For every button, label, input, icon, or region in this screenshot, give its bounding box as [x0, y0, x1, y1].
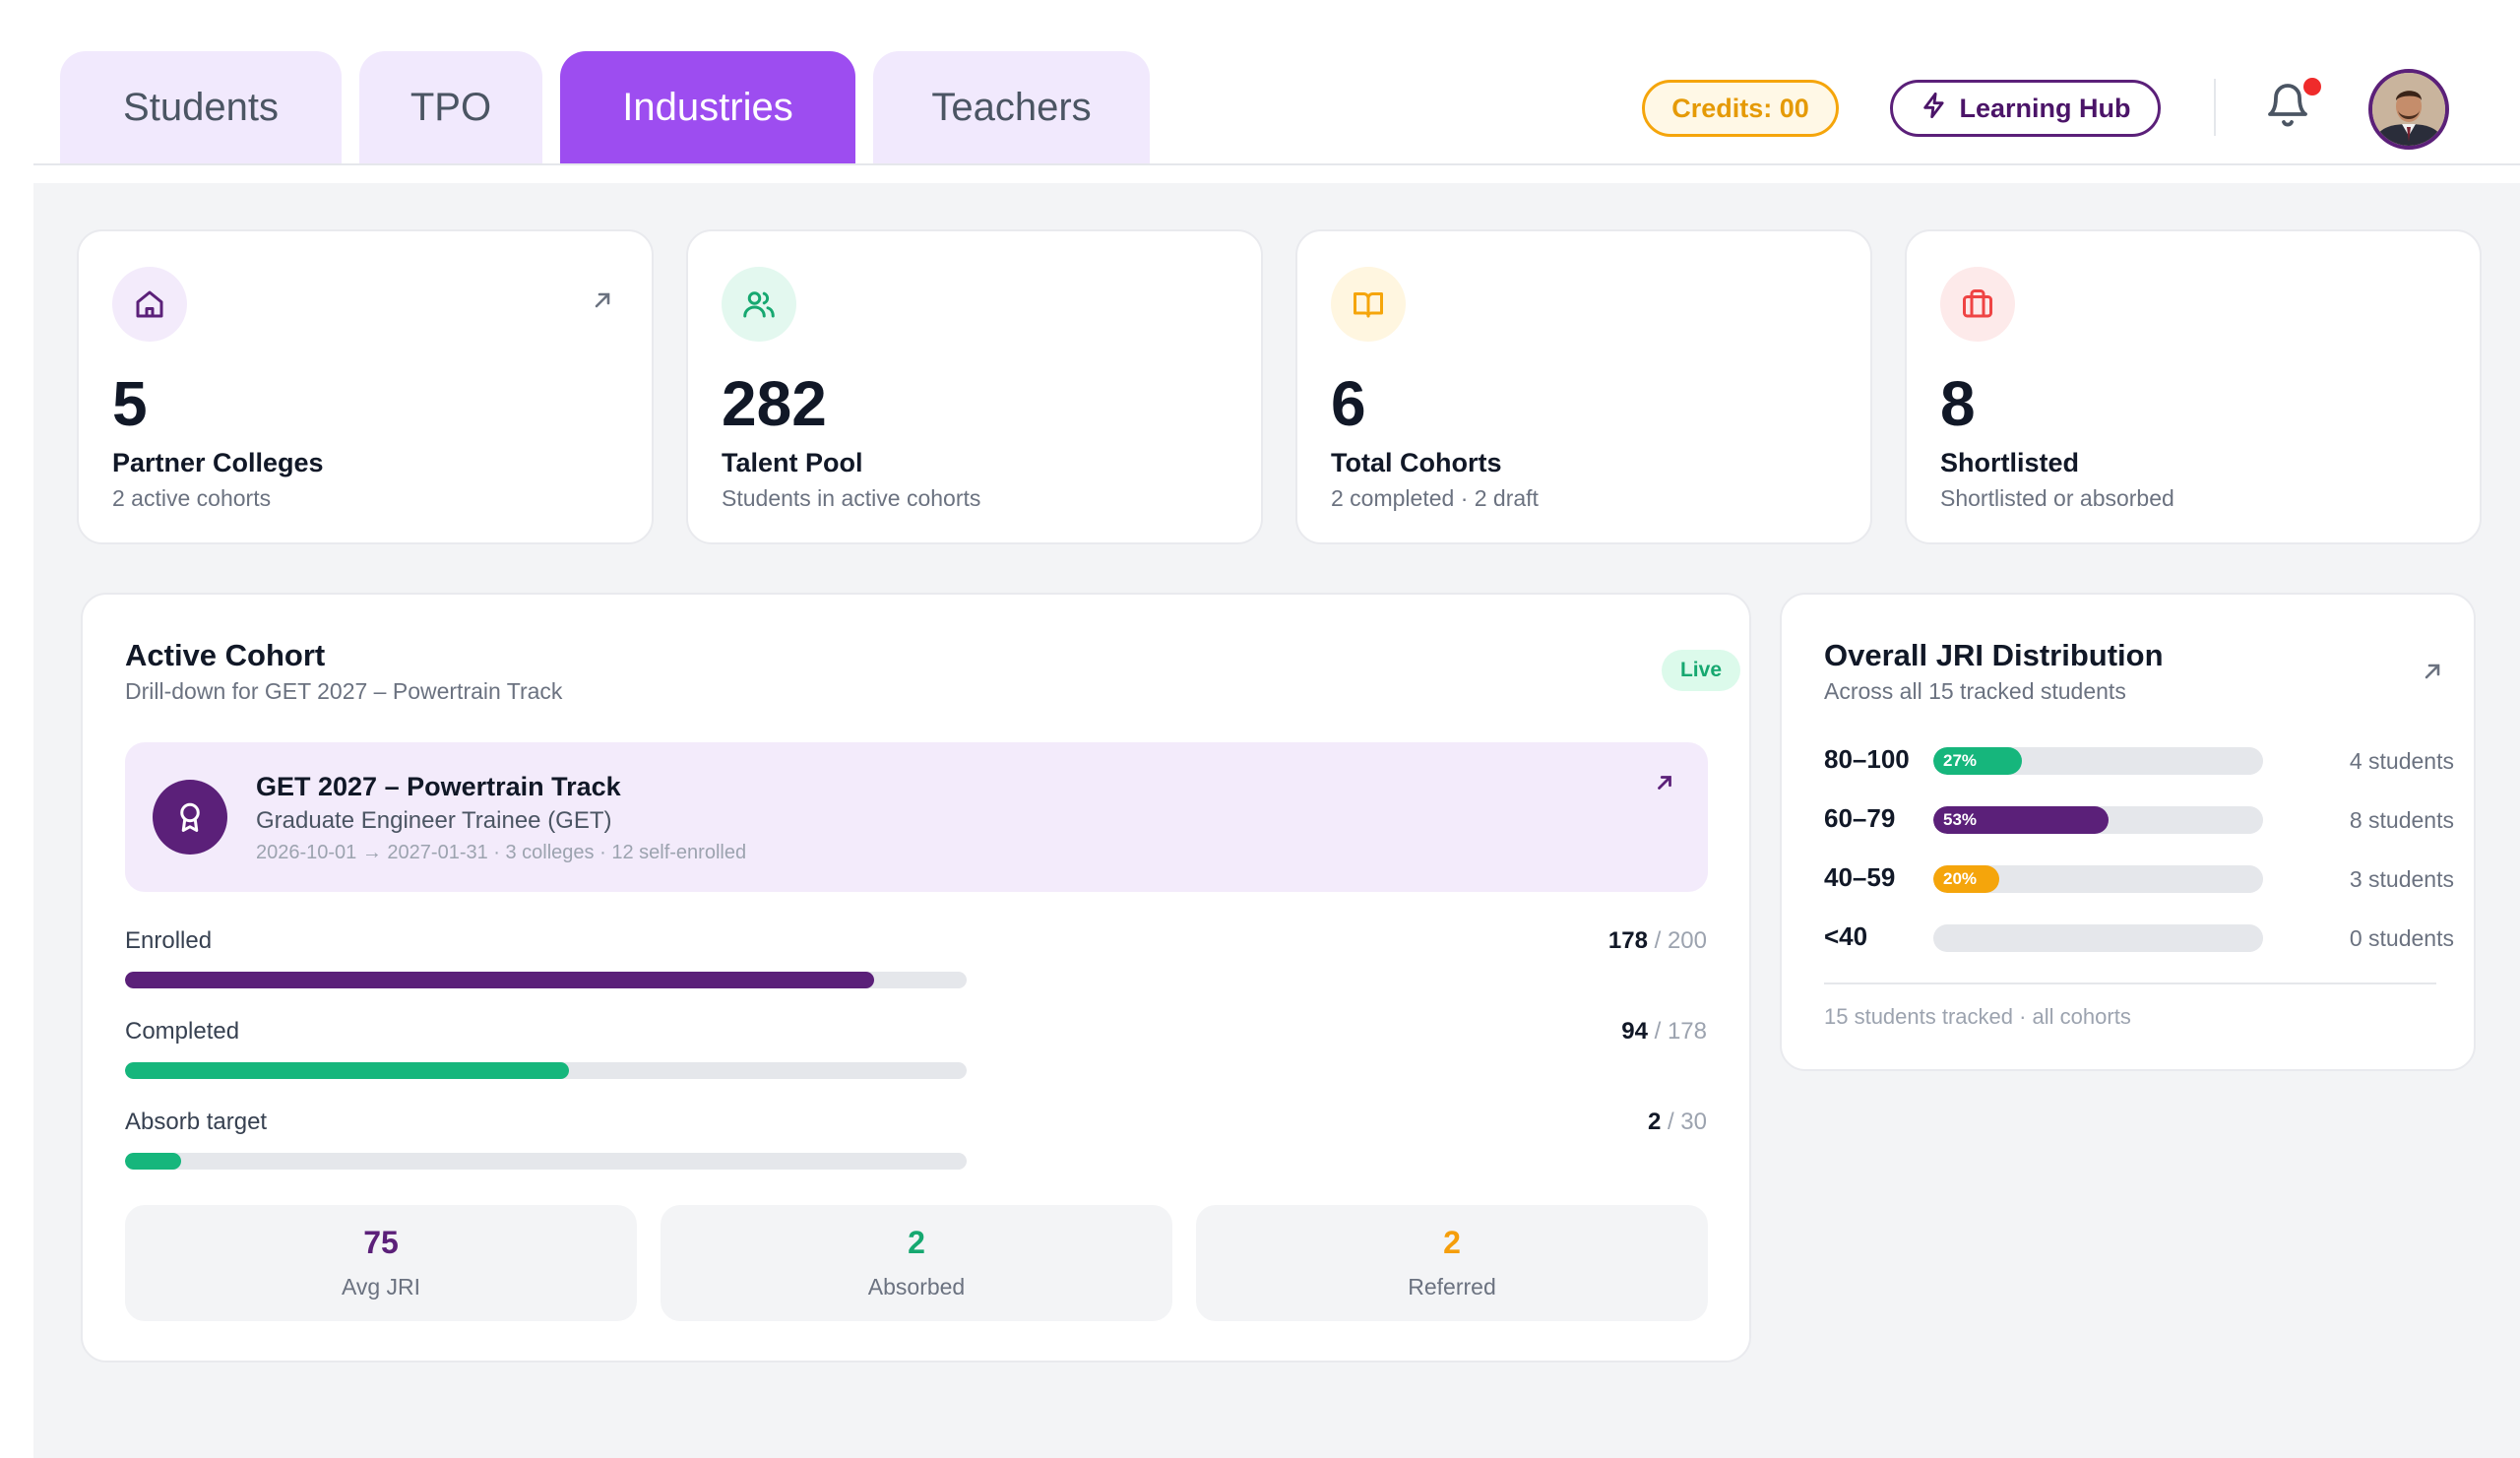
card-footer: 15 students tracked · all cohorts	[1824, 1004, 2131, 1029]
tab-teachers[interactable]: Teachers	[873, 51, 1150, 164]
tab-industries[interactable]: Industries	[560, 51, 855, 164]
jri-row: <40 0 students	[1824, 918, 2454, 957]
track-name: GET 2027 – Powertrain Track	[256, 772, 621, 801]
jri-count: 4 students	[2349, 748, 2454, 774]
status-badge: Live	[1662, 650, 1740, 691]
jri-bar-fill: 27%	[1933, 747, 2023, 775]
metric-value-absorb-target: 2 / 30	[1648, 1109, 1707, 1136]
stat-value: 6	[1331, 368, 1366, 439]
open-arrow-icon[interactable]	[1654, 772, 1675, 798]
users-icon	[722, 267, 796, 342]
stat-subtext: 2 active cohorts	[112, 485, 272, 511]
kpi-value: 2	[1443, 1225, 1461, 1260]
card-title: Active Cohort	[125, 638, 326, 672]
progress-bar-completed	[125, 1062, 967, 1079]
top-navigation: Students TPO Industries Teachers Credits…	[0, 0, 2520, 165]
briefcase-icon	[1940, 267, 2015, 342]
stat-label: Total Cohorts	[1331, 448, 1502, 477]
divider	[1824, 983, 2436, 984]
stat-subtext: Students in active cohorts	[722, 485, 981, 511]
jri-distribution-card: Overall JRI Distribution Across all 15 t…	[1780, 593, 2476, 1071]
jri-count: 3 students	[2349, 866, 2454, 892]
kpi-value: 75	[363, 1225, 399, 1260]
jri-row: 40–59 20% 3 students	[1824, 858, 2454, 898]
track-role: Graduate Engineer Trainee (GET)	[256, 807, 612, 834]
jri-count: 8 students	[2349, 807, 2454, 833]
metric-value: 178	[1607, 927, 1648, 954]
award-icon	[153, 780, 227, 855]
metric-total: / 30	[1661, 1109, 1707, 1135]
metric-value: 2	[1647, 1109, 1662, 1135]
metric-label-enrolled: Enrolled	[125, 927, 213, 954]
jri-bar-fill: 20%	[1933, 865, 1999, 893]
tab-students[interactable]: Students	[60, 51, 342, 164]
credits-badge[interactable]: Credits: 00	[1642, 80, 1839, 137]
open-arrow-icon[interactable]	[591, 288, 614, 317]
book-icon	[1331, 267, 1406, 342]
tab-tpo[interactable]: TPO	[359, 51, 542, 164]
header-divider	[2214, 79, 2216, 136]
stat-label: Talent Pool	[722, 448, 863, 477]
jri-range: 40–59	[1824, 862, 1896, 892]
jri-range: 60–79	[1824, 803, 1896, 833]
learning-hub-label: Learning Hub	[1959, 93, 2131, 123]
stat-subtext: Shortlisted or absorbed	[1940, 485, 2174, 511]
jri-range: 80–100	[1824, 744, 1910, 774]
header-divider-line	[33, 163, 2520, 165]
jri-bar-track: 53%	[1933, 806, 2263, 834]
metric-total: / 178	[1647, 1018, 1707, 1045]
jri-row: 80–100 27% 4 students	[1824, 740, 2454, 780]
metric-label-absorb-target: Absorb target	[125, 1109, 268, 1135]
kpi-label: Referred	[1408, 1274, 1496, 1300]
track-meta: 2026-10-01 → 2027-01-31 · 3 colleges · 1…	[256, 842, 747, 863]
tab-bar: Students TPO Industries Teachers	[60, 51, 1167, 164]
stat-value: 5	[112, 368, 148, 439]
stat-value: 282	[722, 368, 827, 439]
card-subtitle: Drill-down for GET 2027 – Powertrain Tra…	[125, 678, 563, 704]
active-cohort-card: Active Cohort Drill-down for GET 2027 – …	[81, 593, 1751, 1363]
stat-subtext: 2 completed · 2 draft	[1331, 485, 1539, 511]
stat-value: 8	[1940, 368, 1976, 439]
home-icon	[112, 267, 187, 342]
metric-label-completed: Completed	[125, 1018, 240, 1045]
metric-total: / 200	[1647, 927, 1707, 954]
metric-value-completed: 94 / 178	[1621, 1018, 1707, 1046]
progress-fill	[125, 972, 874, 988]
avatar[interactable]	[2368, 69, 2449, 150]
jri-count: 0 students	[2349, 925, 2454, 951]
notification-dot	[2303, 78, 2321, 95]
jri-bar-track: 27%	[1933, 747, 2263, 775]
kpi-label: Absorbed	[867, 1274, 966, 1300]
kpi-label: Avg JRI	[341, 1274, 421, 1300]
kpi-referred: 2 Referred	[1196, 1205, 1708, 1321]
jri-bar-track	[1933, 924, 2263, 952]
stat-card-talent-pool: 282 Talent Pool Students in active cohor…	[686, 229, 1263, 544]
progress-fill	[125, 1062, 570, 1079]
card-subtitle: Across all 15 tracked students	[1824, 678, 2126, 704]
bolt-icon	[1921, 92, 1948, 126]
progress-bar-absorb-target	[125, 1153, 967, 1170]
card-title: Overall JRI Distribution	[1824, 638, 2164, 672]
kpi-absorbed: 2 Absorbed	[661, 1205, 1172, 1321]
bell-icon[interactable]	[2264, 79, 2311, 132]
stat-card-shortlisted: 8 Shortlisted Shortlisted or absorbed	[1905, 229, 2482, 544]
open-arrow-icon[interactable]	[2421, 660, 2444, 688]
stat-card-total-cohorts: 6 Total Cohorts 2 completed · 2 draft	[1295, 229, 1872, 544]
kpi-avg-jri: 75 Avg JRI	[125, 1205, 637, 1321]
jri-bar-fill: 53%	[1933, 806, 2109, 834]
jri-bar-track: 20%	[1933, 865, 2263, 893]
jri-range: <40	[1824, 921, 1868, 951]
cohort-track-link[interactable]: GET 2027 – Powertrain Track Graduate Eng…	[125, 742, 1708, 892]
stat-label: Partner Colleges	[112, 448, 324, 477]
jri-row: 60–79 53% 8 students	[1824, 799, 2454, 839]
metric-value-enrolled: 178 / 200	[1608, 927, 1707, 955]
stat-label: Shortlisted	[1940, 448, 2080, 477]
metric-value: 94	[1621, 1018, 1648, 1045]
progress-bar-enrolled	[125, 972, 967, 988]
stat-card-partner-colleges[interactable]: 5 Partner Colleges 2 active cohorts	[77, 229, 654, 544]
progress-fill	[125, 1153, 182, 1170]
learning-hub-button[interactable]: Learning Hub	[1890, 80, 2161, 137]
kpi-value: 2	[908, 1225, 925, 1260]
